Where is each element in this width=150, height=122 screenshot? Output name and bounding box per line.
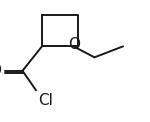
Text: O: O	[0, 63, 2, 78]
Text: Cl: Cl	[38, 93, 53, 108]
Text: O: O	[68, 37, 80, 52]
